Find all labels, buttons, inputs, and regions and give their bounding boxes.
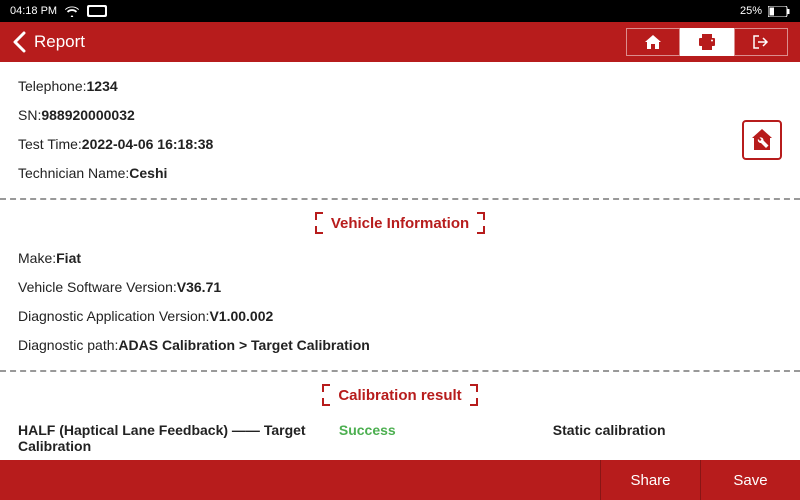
technician-line: Technician Name:Ceshi [18, 159, 782, 188]
share-button[interactable]: Share [600, 460, 700, 500]
status-time: 04:18 PM [10, 5, 57, 17]
header-title: Report [34, 32, 85, 52]
test-time-label: Test Time: [18, 136, 82, 152]
back-button[interactable] [12, 31, 26, 53]
sn-label: SN: [18, 107, 41, 123]
technician-label: Technician Name: [18, 165, 129, 181]
calibration-item: HALF (Haptical Lane Feedback) —— Target … [18, 422, 339, 454]
separator [0, 198, 800, 200]
home-tool-icon[interactable] [742, 120, 782, 160]
telephone-line: Telephone:1234 [18, 72, 782, 101]
footer-bar: Share Save [0, 460, 800, 500]
calibration-status: Success [339, 422, 553, 454]
diag-app-label: Diagnostic Application Version: [18, 308, 209, 324]
app-header: Report [0, 22, 800, 62]
sw-value: V36.71 [177, 279, 221, 295]
home-button[interactable] [626, 28, 680, 56]
vehicle-info-title-text: Vehicle Information [331, 215, 469, 232]
exit-button[interactable] [734, 28, 788, 56]
telephone-label: Telephone: [18, 78, 87, 94]
card-icon [87, 5, 107, 17]
vehicle-info-title: Vehicle Information [18, 210, 782, 234]
status-bar: 04:18 PM 25% [0, 0, 800, 22]
diag-app-line: Diagnostic Application Version:V1.00.002 [18, 302, 782, 331]
diag-path-value: ADAS Calibration > Target Calibration [118, 337, 369, 353]
diag-app-value: V1.00.002 [209, 308, 273, 324]
report-content: Telephone:1234 SN:988920000032 Test Time… [0, 62, 800, 460]
telephone-value: 1234 [87, 78, 118, 94]
technician-value: Ceshi [129, 165, 167, 181]
calibration-result-title: Calibration result [18, 382, 782, 406]
diag-path-line: Diagnostic path:ADAS Calibration > Targe… [18, 331, 782, 360]
make-label: Make: [18, 250, 56, 266]
make-value: Fiat [56, 250, 81, 266]
sn-line: SN:988920000032 [18, 101, 782, 130]
test-time-value: 2022-04-06 16:18:38 [82, 136, 214, 152]
sw-line: Vehicle Software Version:V36.71 [18, 273, 782, 302]
diag-path-label: Diagnostic path: [18, 337, 118, 353]
save-button[interactable]: Save [700, 460, 800, 500]
battery-percent: 25% [740, 5, 762, 17]
calibration-type: Static calibration [553, 422, 782, 454]
wifi-icon [65, 6, 79, 17]
make-line: Make:Fiat [18, 244, 782, 273]
battery-icon [768, 6, 790, 17]
calibration-result-row: HALF (Haptical Lane Feedback) —— Target … [18, 416, 782, 460]
test-time-line: Test Time:2022-04-06 16:18:38 [18, 130, 782, 159]
sn-value: 988920000032 [41, 107, 134, 123]
print-button[interactable] [680, 28, 734, 56]
calibration-result-title-text: Calibration result [338, 387, 461, 404]
sw-label: Vehicle Software Version: [18, 279, 177, 295]
separator [0, 370, 800, 372]
